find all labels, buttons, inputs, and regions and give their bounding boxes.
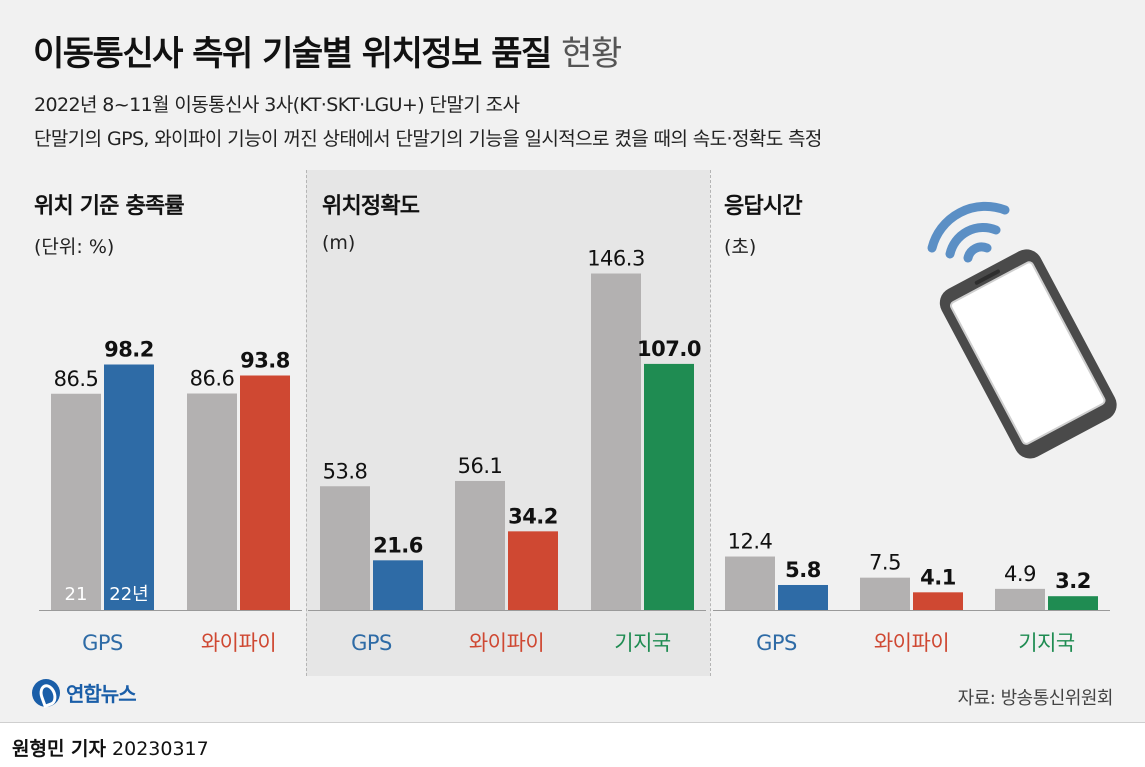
data-label: 12.4 xyxy=(728,530,773,554)
subtitle-line-1: 2022년 8~11월 이동통신사 3사(KT·SKT·LGU+) 단말기 조사 xyxy=(34,94,520,116)
bar-prev-1-2 xyxy=(591,273,641,610)
footer-divider xyxy=(0,722,1145,723)
bar-curr-0-1 xyxy=(240,375,290,610)
section-divider xyxy=(306,170,307,676)
bar-prev-0-0 xyxy=(51,393,101,610)
category-label: GPS xyxy=(82,631,123,655)
data-label: 21.6 xyxy=(373,533,423,557)
category-label: 와이파이 xyxy=(201,631,276,655)
category-label: 기지국 xyxy=(614,631,671,655)
data-label: 5.8 xyxy=(785,558,821,582)
data-label: 34.2 xyxy=(508,504,558,528)
byline: 원형민 기자 20230317 xyxy=(12,734,209,761)
data-label: 86.5 xyxy=(54,367,99,391)
section-unit-response: (초) xyxy=(724,236,757,258)
title-light: 현황 xyxy=(561,34,622,74)
publish-date: 20230317 xyxy=(112,738,209,760)
data-label: 86.6 xyxy=(190,367,235,391)
category-label: GPS xyxy=(756,631,797,655)
data-label: 107.0 xyxy=(637,337,701,361)
section-unit-fulfillment: (단위: %) xyxy=(34,236,115,258)
reporter-name: 원형민 기자 xyxy=(12,738,107,760)
yonhap-logo-icon xyxy=(32,678,60,707)
category-label: 와이파이 xyxy=(874,631,949,655)
data-label: 3.2 xyxy=(1055,569,1091,593)
subtitle-line-2: 단말기의 GPS, 와이파이 기능이 꺼진 상태에서 단말기의 기능을 일시적으… xyxy=(34,128,822,150)
section-title-response: 응답시간 xyxy=(724,194,803,219)
bar-prev-2-2 xyxy=(995,588,1045,610)
section-divider xyxy=(710,170,711,676)
data-label: 4.1 xyxy=(920,565,956,589)
series-label: 21 xyxy=(65,584,88,605)
bar-curr-1-0 xyxy=(373,560,423,610)
bar-curr-2-2 xyxy=(1048,596,1098,610)
bar-curr-2-1 xyxy=(913,592,963,610)
data-label: 53.8 xyxy=(323,459,368,483)
bar-prev-1-0 xyxy=(320,486,370,610)
yonhap-logo: 연합뉴스 xyxy=(32,678,137,707)
bar-curr-1-1 xyxy=(508,531,558,610)
data-label: 93.8 xyxy=(240,349,290,373)
category-label: GPS xyxy=(351,631,392,655)
data-label: 56.1 xyxy=(458,454,503,478)
bar-prev-1-1 xyxy=(455,480,505,610)
data-label: 4.9 xyxy=(1004,562,1036,586)
bar-prev-2-1 xyxy=(860,577,910,610)
bar-curr-1-2 xyxy=(644,363,694,610)
bar-curr-2-0 xyxy=(778,584,828,610)
category-label: 와이파이 xyxy=(469,631,544,655)
title-main: 이동통신사 측위 기술별 위치정보 품질 xyxy=(33,34,552,74)
data-label: 7.5 xyxy=(869,551,901,575)
section-unit-accuracy: (m) xyxy=(322,232,356,254)
category-label: 기지국 xyxy=(1018,631,1075,655)
data-label: 146.3 xyxy=(587,247,645,271)
wifi-icon xyxy=(927,201,1010,263)
bar-prev-2-0 xyxy=(725,556,775,610)
smartphone-icon xyxy=(927,201,1117,459)
bar-prev-0-1 xyxy=(187,393,237,610)
bar-curr-0-0 xyxy=(104,364,154,610)
data-label: 98.2 xyxy=(104,338,154,362)
source-credit: 자료: 방송통신위원회 xyxy=(957,688,1114,709)
section-title-fulfillment: 위치 기준 충족률 xyxy=(34,194,185,219)
section-title-accuracy: 위치정확도 xyxy=(322,194,420,219)
logo-text: 연합뉴스 xyxy=(66,682,137,706)
series-label: 22년 xyxy=(109,584,148,605)
page-title: 이동통신사 측위 기술별 위치정보 품질 현황 xyxy=(33,26,622,75)
